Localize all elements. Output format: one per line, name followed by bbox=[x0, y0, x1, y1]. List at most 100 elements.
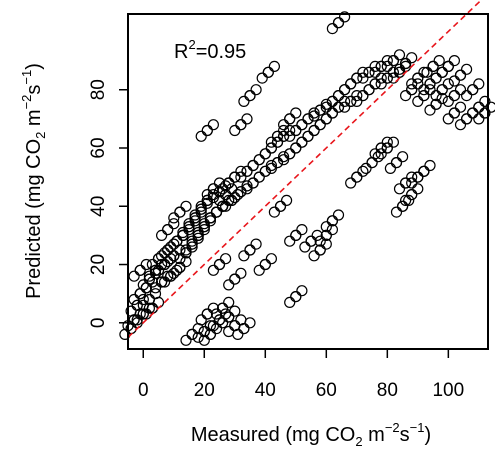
scatter-point bbox=[467, 84, 479, 96]
scatter-point bbox=[229, 273, 241, 285]
x-axis-title: Measured (mg CO2 m−2s−1) bbox=[191, 420, 431, 449]
scatter-point bbox=[351, 89, 363, 102]
scatter-point bbox=[345, 177, 357, 189]
scatter-point bbox=[479, 107, 491, 119]
scatter-point bbox=[217, 200, 229, 212]
scatter-point bbox=[195, 130, 207, 142]
r-squared-annotation: R2=0.95 bbox=[174, 37, 246, 63]
scatter-point bbox=[180, 200, 192, 212]
scatter-point bbox=[397, 200, 409, 212]
x-axis: 0 20 40 60 80 100 bbox=[138, 349, 464, 401]
scatter-point bbox=[220, 200, 232, 212]
scatter-point bbox=[241, 113, 253, 125]
scatter-point bbox=[143, 270, 155, 282]
scatter-point bbox=[274, 200, 287, 212]
scatter-point bbox=[210, 308, 223, 320]
scatter-point bbox=[351, 95, 363, 108]
scatter-point bbox=[235, 119, 247, 131]
scatter-point bbox=[134, 264, 146, 276]
scatter-point bbox=[143, 273, 155, 285]
scatter-point bbox=[424, 84, 436, 96]
scatter-point bbox=[217, 183, 229, 195]
y-tick-label: 60 bbox=[88, 137, 109, 158]
scatter-point bbox=[201, 194, 213, 206]
scatter-point bbox=[345, 78, 357, 90]
scatter-point bbox=[290, 124, 302, 137]
scatter-point bbox=[412, 72, 424, 84]
scatter-point bbox=[479, 95, 491, 108]
scatter-point bbox=[207, 264, 219, 276]
scatter-point bbox=[183, 218, 195, 230]
scatter-point bbox=[271, 136, 284, 148]
scatter-point bbox=[326, 224, 338, 236]
scatter-point bbox=[320, 113, 332, 125]
scatter-point bbox=[156, 229, 168, 241]
scatter-point bbox=[213, 177, 226, 189]
scatter-point bbox=[278, 154, 290, 166]
scatter-point bbox=[140, 258, 152, 271]
scatter-point bbox=[168, 212, 180, 224]
scatter-point bbox=[235, 186, 247, 198]
scatter-point bbox=[235, 267, 247, 279]
scatter-point bbox=[296, 224, 308, 236]
scatter-point bbox=[290, 229, 302, 241]
scatter-point bbox=[128, 270, 140, 282]
scatter-point bbox=[186, 235, 198, 247]
scatter-point bbox=[430, 98, 442, 110]
scatter-point bbox=[137, 293, 149, 306]
x-tick-label: 60 bbox=[316, 380, 337, 401]
scatter-point bbox=[159, 276, 171, 288]
scatter-point bbox=[250, 238, 262, 250]
scatter-point bbox=[326, 23, 338, 35]
x-tick-label: 0 bbox=[138, 380, 149, 401]
scatter-point bbox=[421, 66, 433, 78]
scatter-point bbox=[192, 229, 204, 241]
scatter-point bbox=[332, 17, 345, 29]
scatter-point bbox=[229, 124, 241, 137]
scatter-point bbox=[473, 78, 485, 90]
scatter-point bbox=[156, 258, 168, 271]
scatter-point bbox=[406, 78, 418, 90]
y-axis-title: Predicted (mg CO2 m−2s−1) bbox=[19, 63, 48, 299]
scatter-point bbox=[430, 72, 442, 84]
scatter-point bbox=[213, 194, 226, 206]
scatter-point bbox=[259, 258, 271, 271]
scatter-point bbox=[308, 110, 320, 122]
scatter-point bbox=[223, 194, 235, 206]
scatter-point bbox=[195, 206, 207, 218]
scatter-point bbox=[278, 130, 290, 142]
x-tick-label: 20 bbox=[194, 380, 215, 401]
scatter-point bbox=[238, 250, 250, 262]
plot-frame bbox=[127, 13, 489, 350]
scatter-point bbox=[467, 107, 479, 119]
scatter-point bbox=[192, 323, 204, 335]
scatter-point bbox=[201, 308, 213, 320]
scatter-point bbox=[332, 89, 345, 102]
scatter-point bbox=[485, 101, 495, 113]
scatter-point bbox=[393, 183, 406, 195]
scatter-point bbox=[162, 224, 174, 236]
scatter-point bbox=[207, 119, 219, 131]
scatter-point bbox=[162, 244, 174, 256]
scatter-point bbox=[436, 92, 448, 105]
scatter-point bbox=[146, 258, 158, 271]
scatter-point bbox=[180, 244, 192, 256]
scatter-point bbox=[247, 177, 259, 189]
scatter-point bbox=[400, 177, 412, 189]
scatter-point bbox=[427, 60, 439, 73]
scatter-point bbox=[320, 221, 332, 233]
scatter-point bbox=[381, 72, 393, 84]
scatter-point bbox=[375, 142, 387, 154]
scatter-point bbox=[351, 171, 363, 183]
x-tick-label: 80 bbox=[377, 380, 398, 401]
scatter-point bbox=[418, 89, 430, 102]
scatter-point bbox=[241, 180, 253, 192]
scatter-point bbox=[198, 218, 210, 230]
scatter-point bbox=[473, 113, 485, 125]
scatter-point bbox=[296, 136, 308, 148]
scatter-point bbox=[412, 78, 424, 90]
scatter-point bbox=[265, 159, 277, 172]
scatter-point bbox=[244, 89, 256, 102]
x-tick-label: 40 bbox=[255, 380, 276, 401]
scatter-point bbox=[137, 308, 149, 320]
